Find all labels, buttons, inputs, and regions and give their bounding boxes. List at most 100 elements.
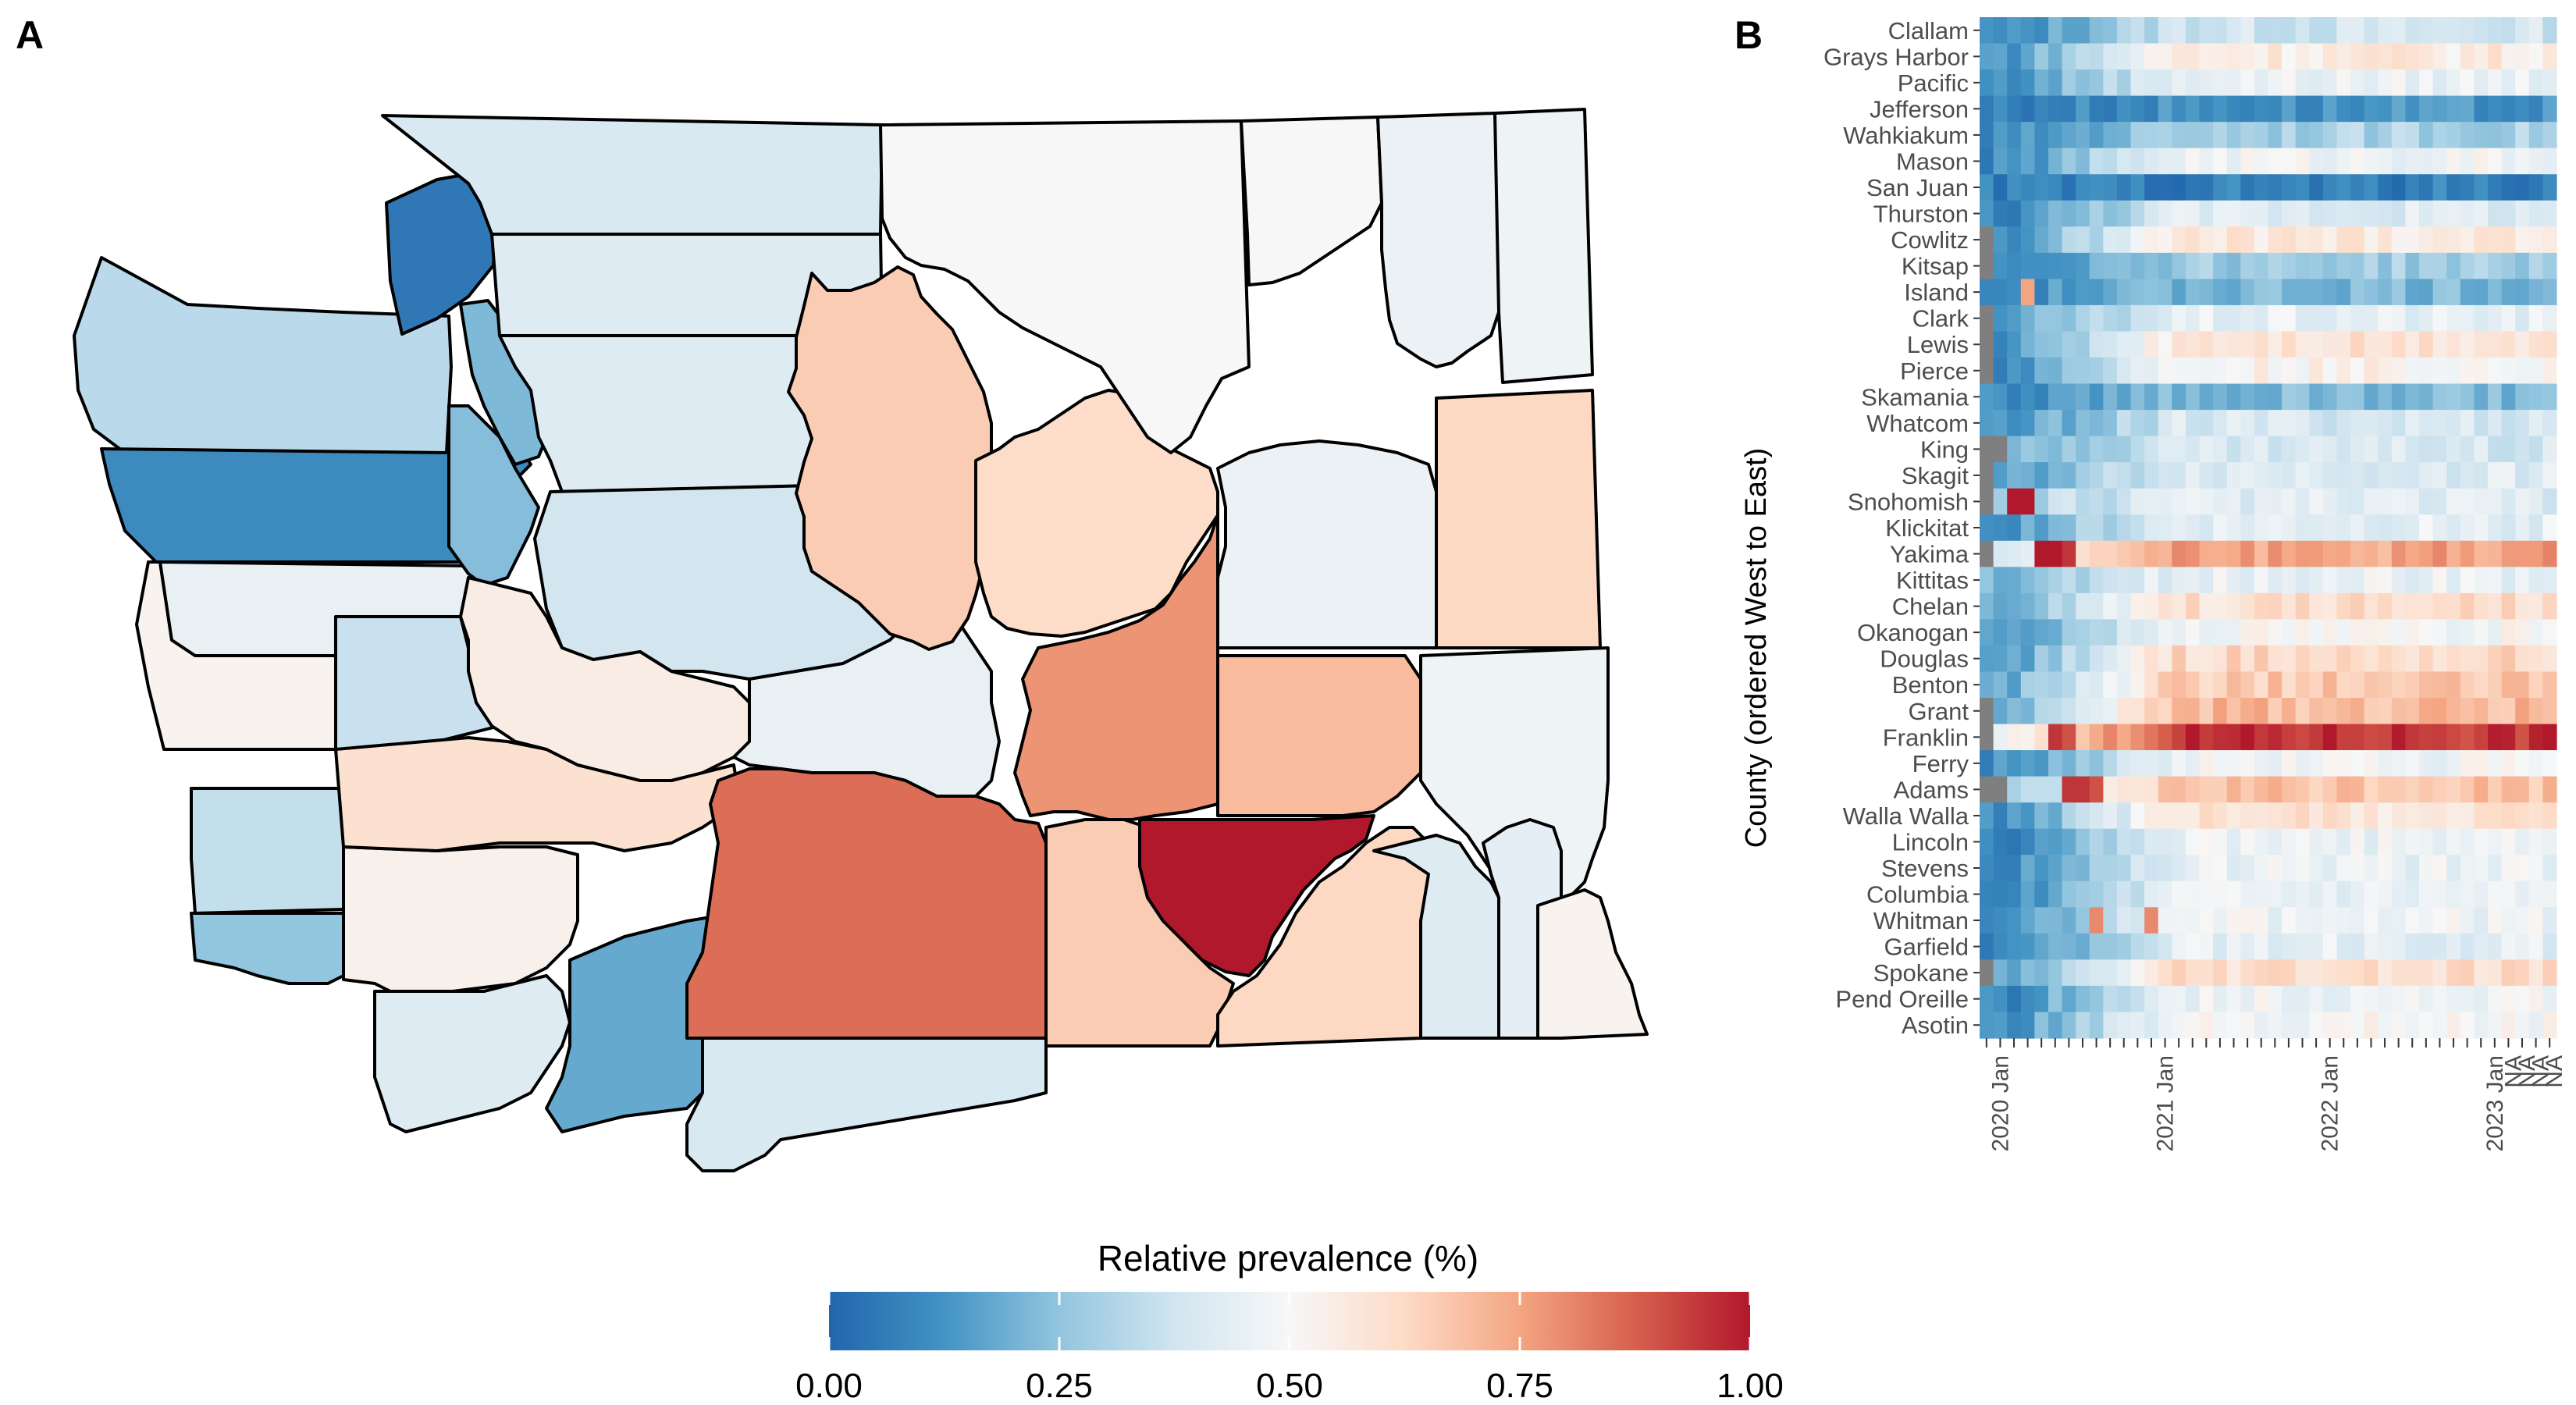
heatmap-cell — [2172, 331, 2186, 358]
heatmap-cell — [2405, 357, 2420, 385]
heatmap-cell — [2295, 880, 2310, 908]
heatmap-cell — [2460, 1012, 2475, 1039]
county-label-clark: Clark — [1912, 305, 1969, 333]
heatmap-cell — [2144, 488, 2159, 515]
heatmap-cell — [2185, 985, 2201, 1013]
heatmap-cell — [2460, 410, 2475, 437]
heatmap-cell — [2103, 698, 2118, 725]
heatmap-cell — [2432, 17, 2447, 44]
heatmap-cell — [2172, 855, 2186, 882]
heatmap-cell — [2076, 383, 2090, 411]
heatmap-cell — [2528, 724, 2544, 751]
heatmap-cell — [2240, 252, 2255, 279]
heatmap-cell — [2350, 148, 2365, 175]
heatmap-cell — [2048, 43, 2063, 70]
heatmap-cell — [2158, 514, 2172, 542]
heatmap-cell — [2240, 514, 2255, 542]
heatmap-cell — [2158, 488, 2172, 515]
heatmap-cell — [2158, 724, 2172, 751]
heatmap-cell — [2322, 331, 2338, 358]
county-label-grant: Grant — [1908, 698, 1969, 725]
heatmap-cell — [2130, 43, 2145, 70]
heatmap-cell — [2501, 880, 2516, 908]
heatmap-cell — [2240, 410, 2255, 437]
heatmap-cell — [2460, 776, 2475, 803]
heatmap-cell — [2432, 567, 2447, 594]
heatmap-cell — [2405, 959, 2420, 987]
heatmap-cell — [2158, 619, 2172, 646]
heatmap-cell — [2172, 619, 2186, 646]
heatmap-cell — [2282, 959, 2297, 987]
heatmap-cell — [2542, 592, 2557, 620]
heatmap-cell — [2185, 148, 2201, 175]
heatmap-cell — [2144, 907, 2159, 934]
county-label-grays-harbor: Grays Harbor — [1823, 43, 1969, 70]
heatmap-cell — [1993, 985, 2008, 1013]
heatmap-cell — [2474, 619, 2489, 646]
heatmap-cell — [2213, 959, 2228, 987]
heatmap-cell — [2116, 802, 2132, 830]
heatmap-cell — [2226, 567, 2241, 594]
heatmap-cell — [2446, 907, 2461, 934]
heatmap-cell — [2309, 252, 2324, 279]
heatmap-cell — [2172, 750, 2186, 777]
heatmap-cell — [2130, 226, 2145, 254]
county-label-franklin: Franklin — [1883, 724, 1969, 751]
heatmap-cell — [2460, 200, 2475, 227]
heatmap-cell — [2391, 619, 2407, 646]
heatmap-cell — [2432, 410, 2447, 437]
heatmap-cell — [2295, 698, 2310, 725]
heatmap-cell — [2419, 985, 2434, 1013]
heatmap-cell — [2268, 880, 2282, 908]
heatmap-cell — [2254, 933, 2269, 960]
heatmap-cell — [2172, 95, 2186, 123]
heatmap-cell — [2034, 645, 2049, 673]
county-label-lincoln: Lincoln — [1892, 828, 1969, 855]
heatmap-cell — [2048, 959, 2063, 987]
heatmap-cell — [2515, 567, 2530, 594]
county-label-lewis: Lewis — [1907, 331, 1969, 358]
heatmap-cell — [1980, 802, 1994, 830]
heatmap-cell — [2007, 462, 2022, 489]
heatmap-cell — [2460, 671, 2475, 699]
county-ferry — [1240, 116, 1383, 286]
heatmap-cell — [2419, 776, 2434, 803]
heatmap-cell — [2034, 880, 2049, 908]
heatmap-cell — [2226, 776, 2241, 803]
heatmap-cell — [2103, 828, 2118, 855]
heatmap-cell — [2020, 907, 2035, 934]
heatmap-cell — [2391, 226, 2407, 254]
heatmap-cell — [2295, 592, 2310, 620]
heatmap-cell — [2199, 436, 2214, 463]
heatmap-cell — [2432, 671, 2447, 699]
heatmap-cell — [2432, 69, 2447, 97]
heatmap-cell — [2460, 828, 2475, 855]
panel-b-label: B — [1735, 13, 1763, 57]
heatmap-cell — [1993, 776, 2008, 803]
heatmap-cell — [2158, 462, 2172, 489]
heatmap-cell — [2419, 855, 2434, 882]
heatmap-cell — [2295, 304, 2310, 333]
heatmap-cell — [2034, 17, 2049, 44]
heatmap-cell — [2144, 645, 2159, 673]
heatmap-cell — [2432, 880, 2447, 908]
heatmap-cell — [2116, 514, 2132, 542]
heatmap-cell — [2515, 828, 2530, 855]
heatmap-cell — [2199, 383, 2214, 411]
heatmap-cell — [2364, 540, 2379, 567]
heatmap-cell — [2089, 1012, 2104, 1039]
heatmap-cell — [2364, 985, 2379, 1013]
county-label-benton: Benton — [1892, 671, 1969, 699]
heatmap-cell — [2419, 828, 2434, 855]
heatmap-cell — [2391, 828, 2407, 855]
county-label-spokane: Spokane — [1873, 959, 1969, 987]
heatmap-cell — [2474, 17, 2489, 44]
heatmap-cell — [2295, 645, 2310, 673]
heatmap-cell — [2062, 226, 2076, 254]
heatmap-cell — [2076, 567, 2090, 594]
heatmap-cell — [1980, 410, 1994, 437]
heatmap-cell — [2048, 95, 2063, 123]
heatmap-cell — [2405, 645, 2420, 673]
heatmap-cell — [2254, 436, 2269, 463]
heatmap-cell — [2542, 252, 2557, 279]
